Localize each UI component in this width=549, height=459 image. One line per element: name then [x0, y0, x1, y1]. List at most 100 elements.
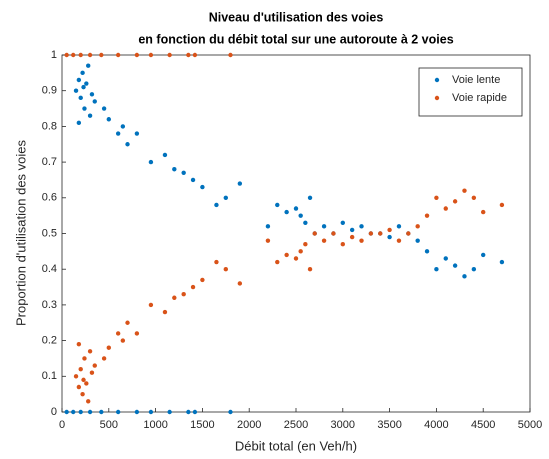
scatter-point: [192, 52, 198, 58]
legend-label: Voie lente: [452, 74, 500, 86]
chart-subtitle: en fonction du débit total sur une autor…: [138, 32, 453, 46]
y-tick-label: 0.9: [42, 85, 57, 97]
scatter-point: [167, 52, 172, 58]
scatter-point: [424, 249, 430, 254]
scatter-point: [76, 77, 82, 83]
scatter-point: [481, 252, 486, 258]
scatter-point: [190, 284, 196, 290]
scatter-point: [92, 363, 97, 368]
scatter-point: [82, 356, 87, 361]
scatter-point: [265, 238, 271, 243]
scatter-point: [481, 209, 486, 215]
scatter-point: [214, 202, 219, 208]
scatter-point: [443, 206, 448, 211]
scatter-point: [64, 52, 69, 58]
scatter-point: [125, 320, 130, 325]
scatter-point: [99, 409, 104, 415]
x-axis-label: Débit total (en Veh/h): [235, 438, 357, 453]
scatter-point: [148, 409, 154, 415]
y-tick-label: 0.5: [42, 227, 57, 239]
scatter-point: [148, 52, 154, 58]
legend-label: Voie rapide: [452, 92, 507, 104]
scatter-point: [162, 309, 168, 315]
scatter-point: [265, 224, 271, 229]
scatter-point: [86, 63, 91, 68]
y-tick-label: 0.3: [42, 299, 57, 311]
scatter-point: [84, 81, 89, 86]
scatter-point: [148, 302, 154, 308]
scatter-point: [284, 252, 289, 258]
scatter-point: [134, 52, 140, 58]
scatter-point: [84, 381, 89, 386]
scatter-point: [307, 267, 313, 272]
scatter-point: [237, 281, 243, 286]
scatter-point: [82, 106, 87, 111]
scatter-point: [303, 242, 308, 247]
scatter-point: [120, 124, 126, 129]
y-tick-label: 0.1: [42, 370, 57, 382]
scatter-point: [181, 170, 186, 176]
scatter-point: [89, 92, 95, 97]
scatter-point: [87, 52, 93, 58]
scatter-point: [275, 259, 280, 265]
scatter-point: [86, 399, 91, 404]
x-tick-label: 5000: [518, 419, 542, 431]
scatter-point: [134, 409, 140, 415]
scatter-point: [87, 113, 93, 118]
scatter-point: [415, 238, 420, 243]
scatter-point: [190, 177, 196, 183]
scatter-point: [120, 338, 126, 343]
scatter-point: [89, 370, 95, 375]
scatter-point: [424, 213, 430, 218]
scatter-point: [303, 220, 308, 225]
scatter-point: [499, 202, 505, 208]
scatter-point: [99, 52, 104, 58]
x-tick-label: 2000: [237, 419, 261, 431]
y-tick-label: 1: [51, 49, 57, 61]
y-tick-label: 0.8: [42, 120, 57, 132]
scatter-point: [331, 231, 336, 236]
scatter-point: [76, 384, 82, 390]
scatter-point: [321, 238, 327, 243]
scatter-point: [359, 224, 364, 229]
x-tick-label: 1000: [143, 419, 167, 431]
scatter-point: [452, 199, 458, 204]
scatter-point: [340, 220, 345, 225]
scatter-point: [76, 341, 82, 347]
scatter-point: [71, 52, 76, 58]
scatter-point: [471, 267, 477, 272]
scatter-point: [200, 184, 205, 190]
y-tick-label: 0: [51, 406, 57, 418]
scatter-point: [87, 409, 93, 415]
scatter-point: [312, 231, 317, 236]
scatter-point: [275, 202, 280, 208]
scatter-point: [200, 277, 205, 283]
scatter-point: [378, 231, 383, 236]
scatter-point: [223, 267, 228, 272]
scatter-point: [71, 409, 76, 415]
scatter-point: [78, 95, 83, 101]
y-tick-label: 0.6: [42, 192, 57, 204]
x-tick-label: 1500: [190, 419, 214, 431]
scatter-point: [101, 356, 107, 361]
scatter-point: [106, 117, 112, 122]
scatter-point: [80, 70, 85, 76]
scatter-point: [368, 231, 374, 236]
scatter-point: [434, 195, 439, 200]
legend-marker: [434, 77, 440, 83]
scatter-point: [92, 99, 97, 104]
x-tick-label: 500: [100, 419, 118, 431]
scatter-point: [396, 224, 402, 229]
x-tick-label: 4000: [424, 419, 448, 431]
scatter-point: [340, 242, 345, 247]
scatter-point: [228, 52, 233, 58]
scatter-point: [415, 224, 420, 229]
scatter-point: [134, 131, 140, 136]
scatter-point: [406, 231, 411, 236]
scatter-point: [443, 256, 448, 261]
scatter-point: [115, 409, 121, 415]
scatter-point: [78, 52, 83, 58]
scatter-point: [172, 295, 177, 300]
scatter-point: [214, 259, 219, 265]
scatter-point: [387, 234, 392, 240]
